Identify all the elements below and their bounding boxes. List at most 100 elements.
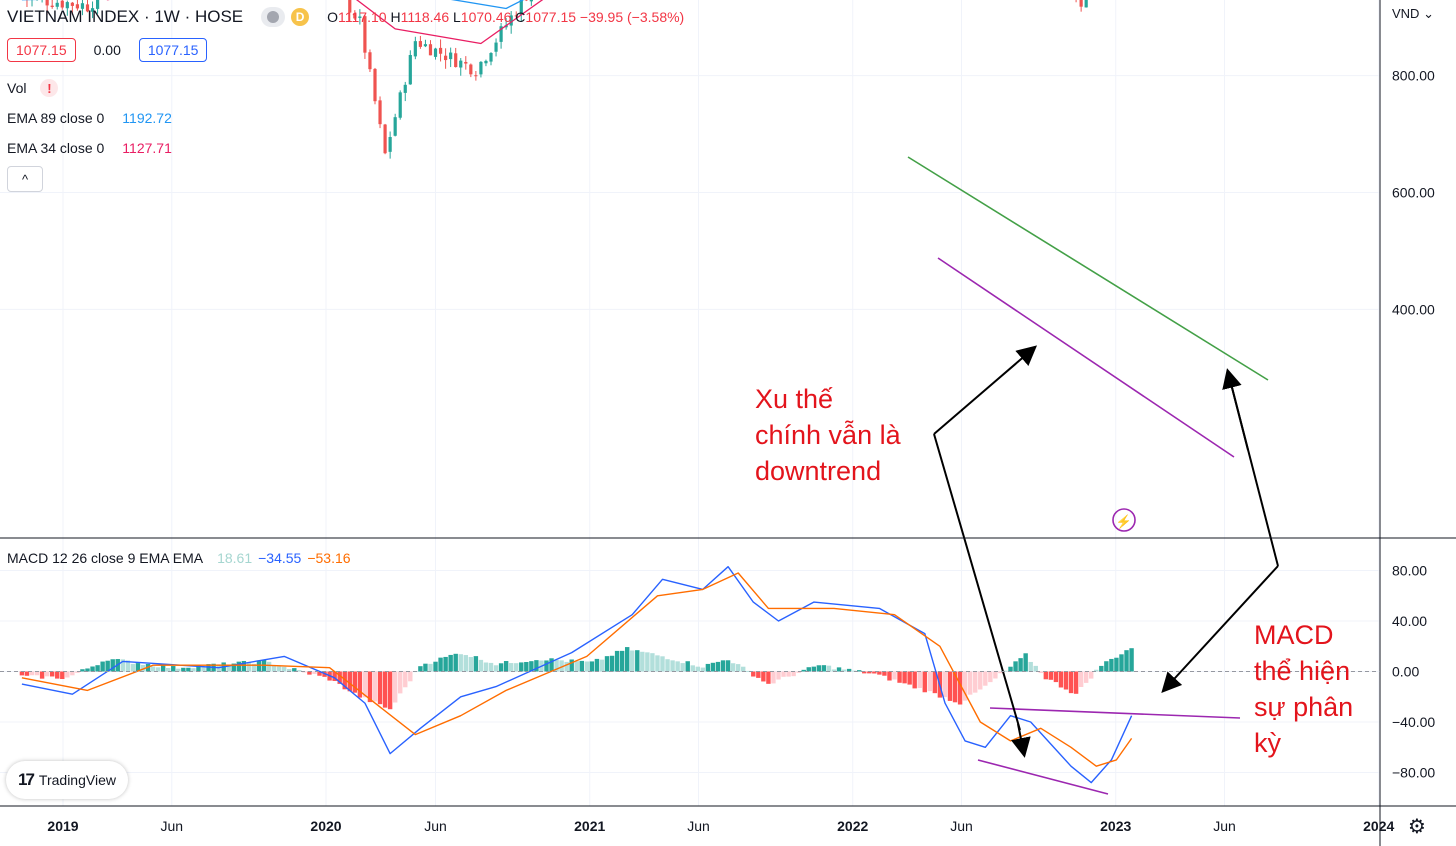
histogram-bar: [90, 666, 95, 672]
histogram-bar: [524, 662, 529, 672]
macd-lower-trendline[interactable]: [977, 759, 1109, 795]
histogram-bar: [983, 671, 988, 686]
annotation-line: sự phân: [1254, 692, 1354, 722]
annotation-line: downtrend: [755, 456, 882, 486]
histogram-bar: [352, 671, 358, 693]
collapse-legend-button[interactable]: ^: [7, 166, 43, 192]
histogram-bar: [231, 663, 236, 672]
close-value: 1077.15: [525, 9, 577, 25]
histogram-bar: [559, 660, 564, 672]
histogram-bar: [841, 669, 847, 672]
tradingview-logo[interactable]: 17 TradingView: [6, 761, 128, 799]
histogram-bar: [695, 666, 701, 672]
histogram-bar: [730, 663, 736, 672]
candlestick-series: [26, 0, 1088, 159]
histogram-bar: [105, 660, 110, 672]
histogram-bar: [1089, 671, 1094, 679]
histogram-bar: [181, 667, 186, 672]
ema34-legend[interactable]: EMA 34 close 0 1127.71: [7, 140, 172, 156]
time-tick-label: Jun: [161, 818, 184, 834]
currency-selector[interactable]: VND ⌄: [1392, 6, 1434, 22]
warning-icon[interactable]: !: [40, 79, 59, 97]
ema34-label: EMA 34 close 0: [7, 140, 105, 156]
arrow-shaft: [933, 433, 1021, 731]
annotation-line: MACD: [1254, 620, 1334, 650]
visibility-toggle[interactable]: [261, 7, 286, 27]
histogram-bar: [160, 665, 166, 672]
histogram-bar: [438, 657, 443, 672]
histogram-bar: [1099, 665, 1104, 672]
data-delay-badge[interactable]: D: [291, 8, 310, 26]
histogram-bar: [660, 656, 665, 672]
histogram-bar: [488, 662, 494, 672]
candle-body: [383, 124, 387, 154]
histogram-bar: [942, 671, 948, 698]
arrow-to-macd-low[interactable]: [1011, 723, 1031, 758]
candle-body: [348, 0, 352, 13]
macd-upper-trendline[interactable]: [989, 707, 1241, 719]
histogram-bar: [251, 663, 257, 672]
histogram-bar: [564, 661, 569, 672]
time-tick-label: 2023: [1100, 818, 1131, 834]
histogram-bar: [428, 663, 433, 672]
histogram-bar: [519, 662, 524, 672]
chevron-up-icon: ^: [21, 171, 29, 187]
histogram-bar: [831, 669, 837, 672]
arrow-to-green-trendline[interactable]: [1222, 368, 1249, 451]
histogram-bar: [226, 665, 231, 672]
ema89-label: EMA 89 close 0: [7, 110, 105, 126]
histogram-bar: [665, 659, 670, 672]
candle-body: [358, 16, 362, 18]
currency-label: VND: [1392, 6, 1420, 21]
symbol-title[interactable]: VIETNAM INDEX · 1W · HOSE: [7, 7, 244, 26]
histogram-bar: [276, 666, 282, 672]
histogram-bar: [599, 659, 605, 672]
macd-legend[interactable]: MACD 12 26 close 9 EMA EMA 18.61 −34.55 …: [7, 550, 357, 566]
histogram-bar: [1129, 648, 1134, 672]
histogram-bar: [176, 668, 181, 672]
event-lightning-icon[interactable]: [1112, 508, 1136, 532]
ohlc-values: O1117.10 H1118.46 L1070.46 C1077.15 −39.…: [327, 9, 684, 25]
histogram-bar: [387, 671, 393, 710]
candle-body: [403, 84, 407, 93]
ema89-legend[interactable]: EMA 89 close 0 1192.72: [7, 110, 172, 126]
price-resistance-trendline[interactable]: [907, 156, 1269, 381]
arrow-to-macd-divergence[interactable]: [1161, 565, 1279, 693]
divergence-annotation: MACD thể hiện sự phân kỳ: [1254, 617, 1353, 761]
histogram-bar: [150, 666, 156, 672]
histogram-bar: [1114, 657, 1119, 672]
sell-button[interactable]: 1077.15: [7, 38, 76, 62]
histogram-bar: [771, 671, 776, 684]
downtrend-annotation: Xu thế chính vẫn là downtrend: [755, 381, 901, 489]
price-support-trendline[interactable]: [937, 257, 1235, 458]
arrow-to-price-low[interactable]: [933, 345, 1038, 435]
histogram-bar: [796, 671, 801, 673]
candle-body: [484, 60, 488, 64]
histogram-bar: [554, 659, 559, 672]
histogram-bar: [927, 671, 933, 692]
vol-legend[interactable]: Vol !: [7, 79, 59, 97]
annotation-line: Xu thế: [755, 384, 834, 414]
macd-signal-value: −53.16: [307, 550, 351, 566]
histogram-bar: [740, 666, 746, 672]
histogram-bar: [967, 671, 973, 695]
signal-line: [21, 572, 1133, 767]
histogram-bar: [443, 656, 448, 672]
macd-tick-label: −40.00: [1392, 714, 1435, 730]
histogram-bar: [357, 671, 363, 698]
histogram-bar: [332, 671, 337, 681]
buy-button[interactable]: 1077.15: [138, 38, 208, 62]
candle-body: [368, 52, 372, 70]
histogram-bar: [826, 665, 832, 672]
time-tick-label: 2019: [47, 818, 78, 834]
histogram-bar: [705, 663, 711, 672]
candle-body: [90, 8, 95, 12]
histogram-bar: [433, 661, 438, 672]
macd-tick-label: 80.00: [1392, 563, 1427, 579]
histogram-bar: [503, 661, 509, 672]
histogram-bar: [569, 659, 574, 672]
histogram-bar: [589, 661, 595, 672]
gear-icon[interactable]: ⚙: [1408, 816, 1426, 838]
histogram-bar: [957, 671, 963, 705]
